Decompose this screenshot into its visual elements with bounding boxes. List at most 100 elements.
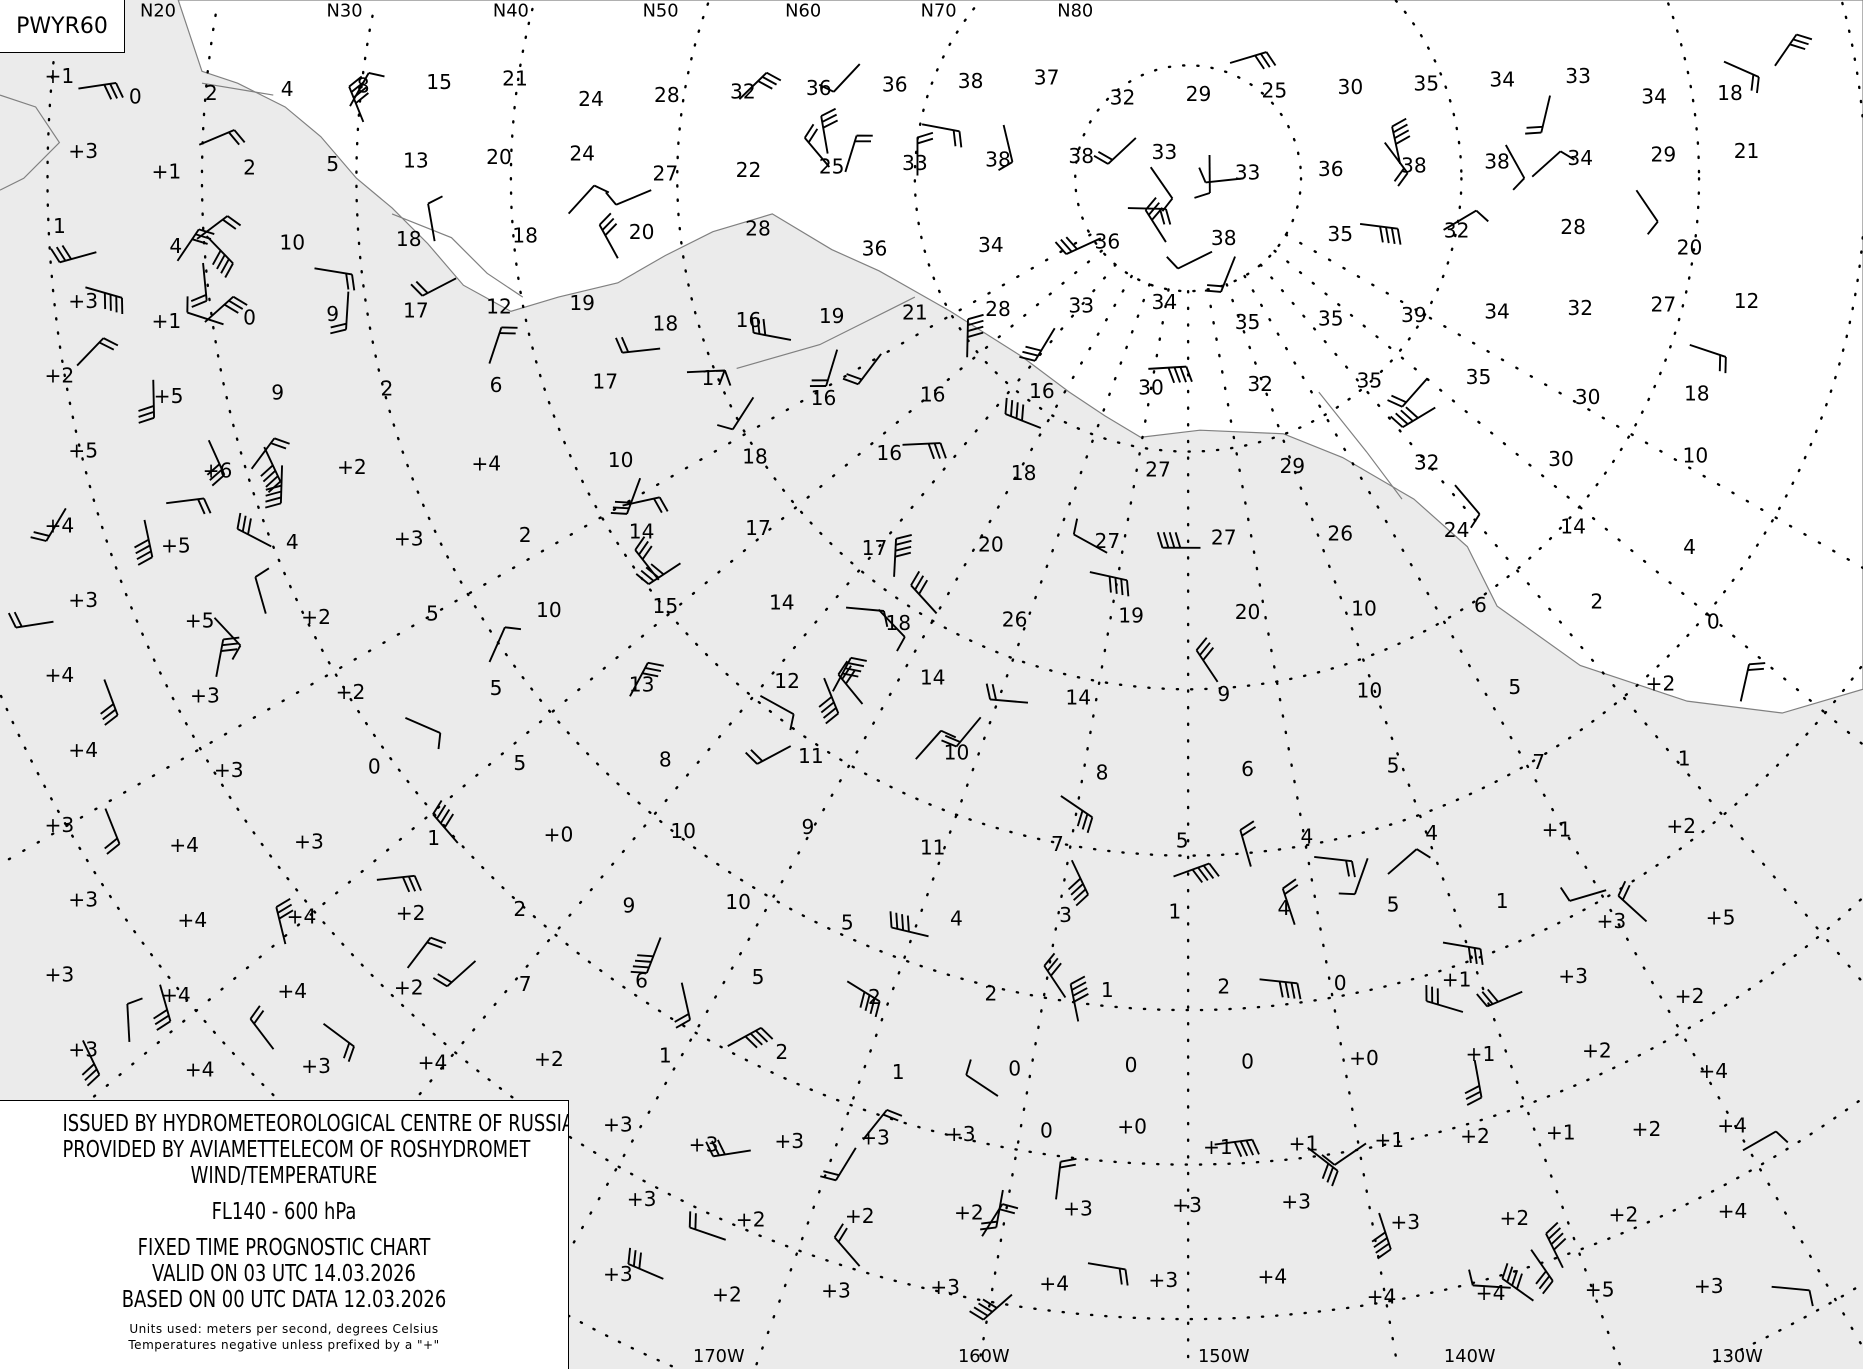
temperature-label: 14 bbox=[769, 591, 795, 615]
temperature-label: 30 bbox=[1575, 385, 1601, 409]
temperature-label: +3 bbox=[1597, 909, 1627, 933]
wind-barb bbox=[205, 235, 234, 278]
temperature-label: +3 bbox=[45, 963, 75, 987]
temperature-label: +3 bbox=[689, 1133, 719, 1157]
wind-barb bbox=[998, 124, 1014, 172]
temperature-label: 17 bbox=[862, 536, 888, 560]
temperature-label: 1 bbox=[1496, 889, 1509, 913]
latitude-label: N50 bbox=[643, 1, 679, 22]
temperature-label: +3 bbox=[294, 829, 324, 853]
temperature-label: +2 bbox=[336, 680, 366, 704]
temperature-label: +3 bbox=[394, 526, 424, 550]
issuer-info-box: ISSUED BY HYDROMETEOROLOGICAL CENTRE OF … bbox=[0, 1100, 569, 1369]
wind-barb bbox=[488, 326, 518, 364]
wind-barb bbox=[727, 1026, 774, 1049]
temperature-label: +1 bbox=[151, 309, 181, 333]
temperature-label: +3 bbox=[774, 1129, 804, 1153]
meridian-line bbox=[1206, 288, 1400, 1369]
wind-barb bbox=[1093, 137, 1137, 165]
wind-barb bbox=[889, 911, 929, 938]
units-note: Units used: meters per second, degrees C… bbox=[129, 1322, 439, 1336]
temperature-label: 2 bbox=[380, 377, 393, 401]
temperature-label: +4 bbox=[1476, 1281, 1506, 1305]
wind-barb bbox=[966, 313, 984, 358]
temperature-label: 36 bbox=[882, 73, 908, 97]
latitude-label: N60 bbox=[785, 1, 821, 22]
temperature-label: +3 bbox=[821, 1279, 851, 1303]
wind-barb bbox=[1476, 988, 1523, 1008]
wind-barb bbox=[969, 1293, 1013, 1321]
wind-barb bbox=[1314, 855, 1356, 878]
temperature-label: +3 bbox=[1281, 1190, 1311, 1214]
temperature-label: +1 bbox=[1289, 1131, 1319, 1155]
temperature-label: 14 bbox=[1065, 686, 1091, 710]
chart-type: FIXED TIME PROGNOSTIC CHART bbox=[137, 1235, 431, 1261]
temperature-label: 4 bbox=[169, 234, 182, 258]
temperature-label: +4 bbox=[1718, 1199, 1748, 1223]
temperature-label: 0 bbox=[1040, 1118, 1053, 1142]
wind-barb bbox=[204, 295, 248, 323]
wind-barb bbox=[1004, 397, 1042, 429]
temperature-label: 6 bbox=[1241, 757, 1254, 781]
temperature-label: 2 bbox=[519, 523, 532, 547]
wind-barb bbox=[1214, 1138, 1260, 1158]
temperature-label: 4 bbox=[1683, 535, 1696, 559]
temperature-label: 26 bbox=[1327, 522, 1353, 546]
wind-barb bbox=[1338, 858, 1369, 896]
temperature-label: 0 bbox=[368, 755, 381, 779]
temperature-label: 35 bbox=[1235, 310, 1261, 334]
temperature-label: 33 bbox=[902, 151, 928, 175]
temperature-label: +5 bbox=[154, 384, 184, 408]
temperature-label: 12 bbox=[774, 669, 800, 693]
temperature-label: 12 bbox=[1734, 289, 1760, 313]
temperature-label: +4 bbox=[1258, 1264, 1288, 1288]
wind-barb bbox=[1425, 984, 1464, 1013]
wind-barb bbox=[842, 353, 882, 386]
wind-barb bbox=[820, 107, 839, 154]
temperature-label: +2 bbox=[954, 1200, 984, 1224]
temperature-label: 5 bbox=[426, 601, 439, 625]
temperature-label: 9 bbox=[802, 815, 815, 839]
temperature-label: 10 bbox=[1356, 679, 1382, 703]
temperature-label: 4 bbox=[950, 907, 963, 931]
temperature-label: 38 bbox=[985, 147, 1011, 171]
temperature-label: 14 bbox=[1560, 515, 1586, 539]
temperature-label: 2 bbox=[1590, 589, 1603, 613]
temperature-label: 2 bbox=[984, 982, 997, 1006]
temperature-label: +3 bbox=[627, 1187, 657, 1211]
wind-barb bbox=[104, 808, 121, 855]
temperature-label: 10 bbox=[536, 598, 562, 622]
wind-barb bbox=[1635, 189, 1659, 235]
temperature-label: 20 bbox=[1677, 235, 1703, 259]
wind-barb bbox=[488, 626, 522, 663]
wind-barb bbox=[213, 617, 242, 660]
wind-barb bbox=[1454, 484, 1481, 529]
wind-barb bbox=[250, 437, 290, 470]
wind-barb bbox=[410, 277, 457, 297]
wind-barb bbox=[349, 72, 385, 107]
temperature-label: 18 bbox=[396, 227, 422, 251]
wind-barb bbox=[78, 82, 124, 100]
latitude-labels: N20 N30 N40 N50 N60 N70 N80 bbox=[140, 1, 1093, 22]
meridian-line bbox=[1273, 249, 1863, 746]
wind-barb bbox=[1442, 941, 1484, 966]
wind-barb bbox=[215, 636, 240, 677]
wind-barb bbox=[432, 800, 459, 844]
longitude-label: 130W bbox=[1711, 1346, 1763, 1367]
temperature-label: 10 bbox=[1351, 597, 1377, 621]
temperature-label: +4 bbox=[45, 513, 75, 537]
temperature-label: 5 bbox=[1387, 892, 1400, 916]
temperature-label: 36 bbox=[806, 76, 832, 100]
wind-barb bbox=[427, 195, 443, 242]
temperature-label: 18 bbox=[1011, 461, 1037, 485]
temperature-label: 33 bbox=[1235, 160, 1261, 184]
wind-barb bbox=[100, 679, 119, 726]
temperature-label: 0 bbox=[1125, 1053, 1138, 1077]
temperature-label: +3 bbox=[1172, 1193, 1202, 1217]
wind-barb bbox=[1771, 1285, 1814, 1307]
wind-barb bbox=[1371, 1212, 1392, 1260]
temperature-label: 10 bbox=[725, 890, 751, 914]
wind-barb bbox=[1067, 859, 1089, 907]
